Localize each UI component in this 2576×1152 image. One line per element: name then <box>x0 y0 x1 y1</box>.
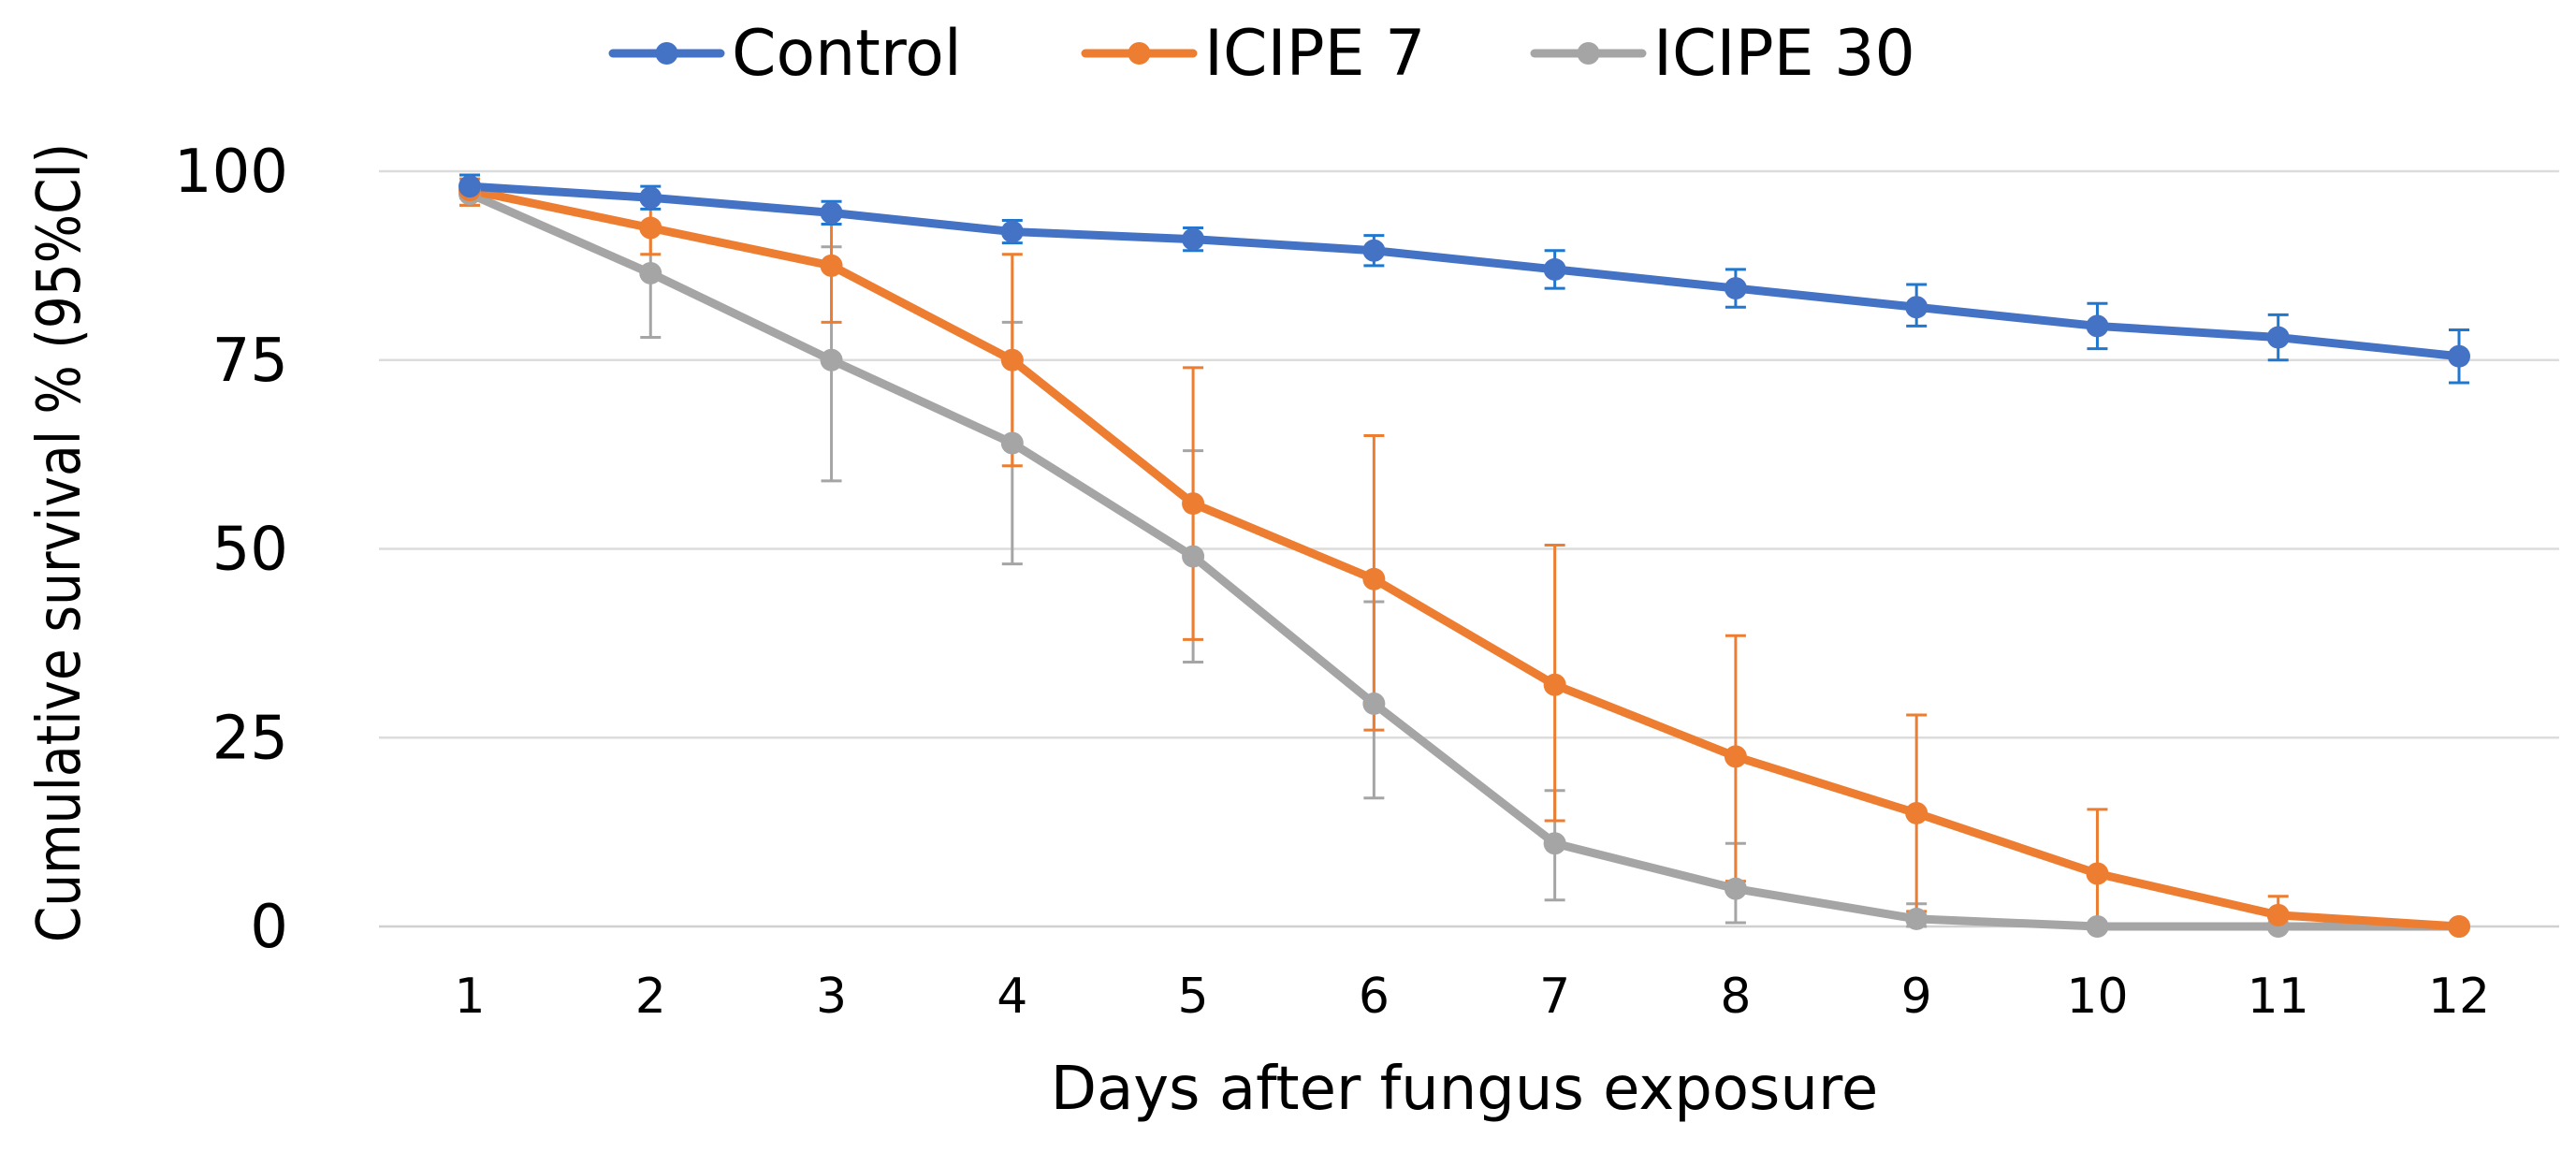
icipe-7-point <box>1362 567 1386 591</box>
legend-label-icipe-30: ICIPE 30 <box>1653 17 1915 91</box>
control-point <box>2448 344 2470 368</box>
x-tick-label: 3 <box>816 969 847 1025</box>
x-axis-title: Days after fungus exposure <box>1051 1055 1878 1124</box>
icipe-30-point <box>820 348 843 372</box>
control-point <box>2086 314 2109 338</box>
icipe-7-point <box>2266 903 2290 926</box>
control-point <box>639 186 662 210</box>
gridlines <box>379 169 2559 928</box>
control-point <box>1362 239 1386 262</box>
legend-marker-icipe-7 <box>1128 42 1151 65</box>
y-tick-label: 25 <box>212 704 288 773</box>
icipe-30-point <box>1000 431 1024 455</box>
legend-marker-control <box>655 42 678 65</box>
x-tick-label: 8 <box>1720 969 1751 1025</box>
icipe-7-point <box>1543 673 1566 696</box>
legend-item-icipe-7: ICIPE 7 <box>1081 17 1425 91</box>
x-axis-ticks: 1 2 3 4 5 6 7 8 9 10 11 12 <box>454 969 2490 1025</box>
icipe-7-point <box>1724 745 1747 768</box>
icipe-7-point <box>1182 492 1205 516</box>
legend-label-icipe-7: ICIPE 7 <box>1204 17 1425 91</box>
series-points <box>458 175 2470 938</box>
icipe-7-point <box>2086 862 2109 885</box>
control-point <box>2266 326 2290 349</box>
icipe-30-point <box>1905 907 1928 930</box>
y-tick-label: 50 <box>212 516 288 585</box>
y-tick-label: 0 <box>250 893 288 962</box>
x-tick-label: 7 <box>1539 969 1570 1025</box>
legend-item-icipe-30: ICIPE 30 <box>1530 17 1915 91</box>
control-point <box>458 175 481 198</box>
control-point <box>820 201 843 225</box>
y-axis-ticks: 0 25 50 75 100 <box>174 138 288 962</box>
icipe-7-point <box>1000 348 1024 372</box>
control-point <box>1182 227 1205 251</box>
x-tick-label: 2 <box>635 969 666 1025</box>
legend-label-control: Control <box>732 17 962 91</box>
legend-item-control: Control <box>608 17 962 91</box>
control-point <box>1000 220 1024 243</box>
control-line <box>465 182 2464 361</box>
icipe-7-point <box>639 216 662 240</box>
control-point <box>1724 277 1747 300</box>
icipe-30-point <box>1543 832 1566 855</box>
icipe-30-line <box>465 189 2464 931</box>
control-point <box>1905 296 1928 319</box>
legend: Control ICIPE 7 ICIPE 30 <box>608 17 1915 91</box>
y-axis-title: Cumulative survival % (95%CI) <box>25 143 95 942</box>
x-tick-label: 11 <box>2248 969 2309 1025</box>
error-bars <box>459 173 2469 928</box>
y-tick-label: 100 <box>174 138 288 207</box>
y-tick-label: 75 <box>212 327 288 396</box>
icipe-30-point <box>1182 545 1205 568</box>
icipe-7-point <box>2448 915 2470 938</box>
x-tick-label: 10 <box>2066 969 2128 1025</box>
x-tick-label: 6 <box>1359 969 1390 1025</box>
x-tick-label: 5 <box>1178 969 1209 1025</box>
legend-marker-icipe-30 <box>1577 42 1600 65</box>
icipe-30-point <box>639 261 662 284</box>
x-tick-label: 1 <box>454 969 485 1025</box>
icipe-7-point <box>820 254 843 277</box>
control-point <box>1543 257 1566 281</box>
x-tick-label: 12 <box>2428 969 2490 1025</box>
x-tick-label: 4 <box>997 969 1027 1025</box>
icipe-7-point <box>1905 801 1928 824</box>
icipe-30-point <box>1724 877 1747 900</box>
icipe-30-point <box>1362 692 1386 715</box>
icipe-7-line <box>465 185 2464 931</box>
icipe-30-point <box>2086 915 2109 938</box>
x-tick-label: 9 <box>1901 969 1932 1025</box>
series-lines <box>465 182 2464 931</box>
